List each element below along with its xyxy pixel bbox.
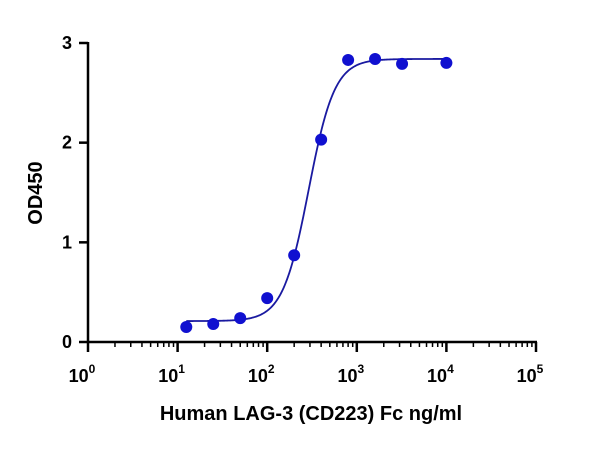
x-tick-label: 105 [517, 362, 544, 386]
x-tick-label: 100 [69, 362, 96, 386]
data-point [369, 52, 382, 65]
data-point [180, 321, 193, 334]
data-point [315, 133, 328, 146]
y-tick-label: 3 [62, 33, 72, 53]
data-point [207, 318, 220, 331]
x-tick-labels: 100 101 102 103 104 105 [69, 362, 544, 386]
data-point [342, 53, 355, 66]
y-tick-labels: 0 1 2 3 [62, 33, 72, 352]
y-axis-title: OD450 [25, 161, 47, 224]
axes [79, 41, 538, 352]
x-tick-label: 103 [337, 362, 364, 386]
data-point [440, 56, 453, 69]
y-tick-label: 0 [62, 332, 72, 352]
fit-curve-layer [186, 58, 447, 322]
data-point [234, 312, 247, 325]
y-tick-label: 1 [62, 232, 72, 252]
x-tick-label: 101 [158, 362, 185, 386]
x-tick-label: 102 [248, 362, 275, 386]
data-point [396, 57, 409, 70]
x-axis-title: Human LAG-3 (CD223) Fc ng/ml [160, 403, 462, 425]
data-point [288, 249, 301, 262]
data-point [261, 292, 274, 305]
fit-curve [186, 58, 447, 322]
data-points-layer [180, 52, 453, 334]
x-tick-label: 104 [427, 362, 454, 386]
y-tick-label: 2 [62, 133, 72, 153]
